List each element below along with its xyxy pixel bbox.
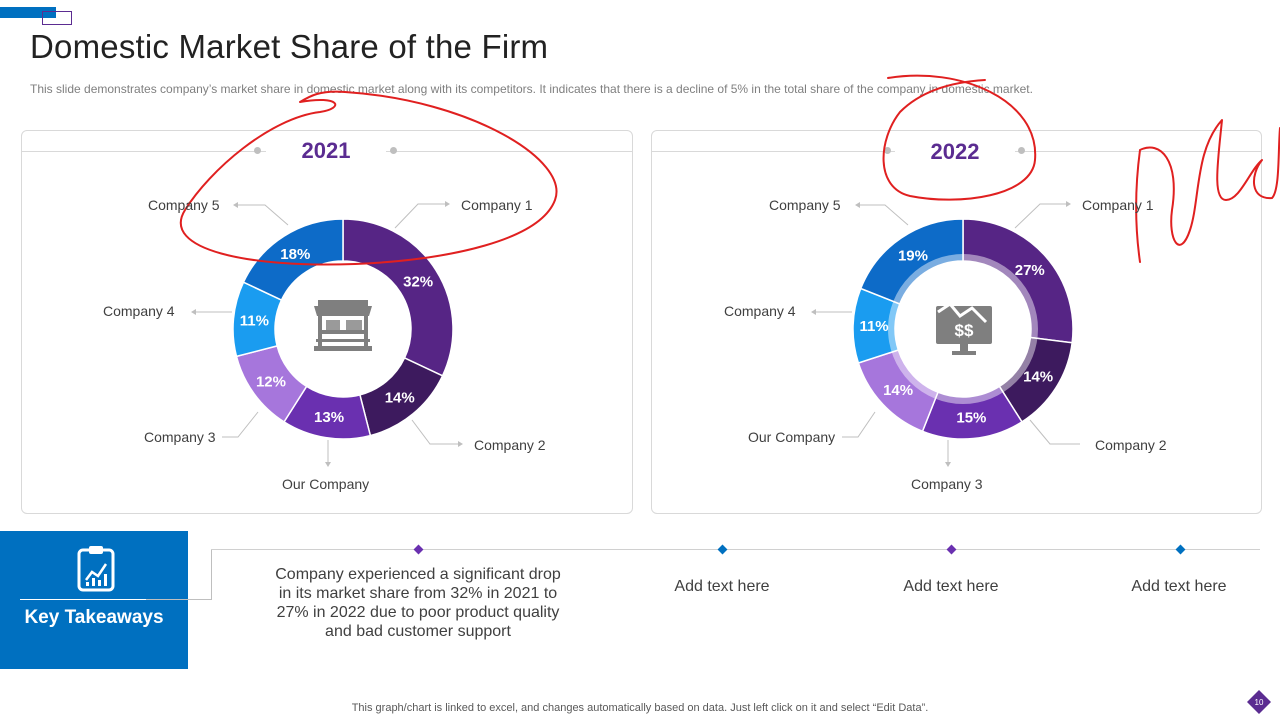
data-label: 11% bbox=[859, 318, 888, 335]
money-decline-monitor-icon: $$ bbox=[936, 302, 992, 355]
timeline-connector bbox=[211, 549, 212, 600]
chart-title-2022: 2022 bbox=[895, 139, 1015, 165]
arrowhead bbox=[811, 309, 816, 315]
leader-line bbox=[1029, 419, 1080, 445]
store-icon bbox=[314, 300, 372, 351]
data-label: 14% bbox=[883, 382, 913, 399]
donut-slice[interactable] bbox=[242, 218, 344, 302]
category-label: Company 4 bbox=[724, 303, 796, 319]
leader-line bbox=[1014, 203, 1066, 229]
donut-chart-2022: 27% 14% 15% 14% 11% 19% bbox=[852, 218, 1074, 440]
data-label: 18% bbox=[280, 246, 310, 263]
arrowhead bbox=[1066, 201, 1071, 207]
category-label: Company 1 bbox=[461, 197, 533, 213]
arrowhead bbox=[945, 462, 951, 467]
data-label: 15% bbox=[956, 410, 986, 427]
arrowhead bbox=[445, 201, 450, 207]
donut-slice[interactable] bbox=[962, 218, 1074, 344]
year-dot-left bbox=[884, 147, 891, 154]
corner-accent-box bbox=[42, 11, 72, 25]
key-takeaways-box: Key Takeaways bbox=[0, 531, 188, 669]
donut-slice[interactable] bbox=[342, 218, 454, 377]
svg-text:$$: $$ bbox=[955, 321, 974, 340]
data-label: 14% bbox=[385, 390, 415, 407]
arrowhead bbox=[233, 202, 238, 208]
timeline-connector bbox=[146, 599, 212, 600]
leader-line bbox=[842, 411, 876, 438]
footer-note: This graph/chart is linked to excel, and… bbox=[351, 702, 929, 714]
inner-ring bbox=[888, 254, 1038, 404]
leader-line bbox=[222, 411, 259, 438]
category-label: Our Company bbox=[748, 429, 836, 445]
leader-line bbox=[394, 203, 445, 229]
data-label: 14% bbox=[1023, 369, 1053, 386]
year-dot-right bbox=[390, 147, 397, 154]
page-title: Domestic Market Share of the Firm bbox=[30, 28, 549, 65]
year-dot-left bbox=[254, 147, 261, 154]
data-label: 12% bbox=[256, 373, 286, 390]
key-takeaways-heading: Key Takeaways bbox=[24, 607, 164, 628]
category-label: Company 3 bbox=[144, 429, 216, 445]
arrowhead bbox=[325, 462, 331, 467]
handwritten-annotation bbox=[179, 74, 1280, 266]
category-label: Company 5 bbox=[148, 197, 220, 213]
category-label: Our Company bbox=[282, 476, 370, 492]
takeaway-text: Company experienced a significant drop i… bbox=[275, 566, 561, 640]
key-takeaways-divider bbox=[20, 599, 146, 600]
arrowhead bbox=[191, 309, 196, 315]
takeaway-text: Add text here bbox=[674, 578, 770, 595]
category-label: Company 5 bbox=[769, 197, 841, 213]
corner-accent-bar bbox=[0, 7, 56, 18]
page-number-badge: 10 bbox=[1247, 690, 1271, 714]
leader-line bbox=[860, 204, 909, 226]
leader-line bbox=[238, 204, 289, 226]
callout-leaders bbox=[196, 203, 1080, 462]
data-label: 32% bbox=[403, 273, 433, 290]
year-dot-right bbox=[1018, 147, 1025, 154]
clipboard-chart-icon bbox=[77, 546, 115, 592]
takeaway-text: Add text here bbox=[903, 578, 999, 595]
leader-line bbox=[411, 419, 458, 445]
donut-slice[interactable] bbox=[859, 218, 964, 305]
page-subtitle: This slide demonstrates company’s market… bbox=[30, 82, 1033, 96]
timeline-line bbox=[211, 549, 1260, 550]
page-number: 10 bbox=[1255, 698, 1264, 707]
takeaway-text: Add text here bbox=[1131, 578, 1227, 595]
data-label: 19% bbox=[898, 247, 928, 264]
category-label: Company 1 bbox=[1082, 197, 1154, 213]
data-label: 11% bbox=[240, 313, 269, 330]
donut-chart-2021: 32% 14% 13% 12% 11% 18% bbox=[232, 218, 454, 440]
category-label: Company 4 bbox=[103, 303, 175, 319]
arrowheads bbox=[191, 201, 1071, 467]
category-label: Company 2 bbox=[1095, 437, 1167, 453]
data-label: 13% bbox=[314, 409, 344, 426]
data-label: 27% bbox=[1015, 262, 1045, 279]
arrowhead bbox=[458, 441, 463, 447]
category-label: Company 3 bbox=[911, 476, 983, 492]
arrowhead bbox=[855, 202, 860, 208]
category-label: Company 2 bbox=[474, 437, 546, 453]
chart-title-2021: 2021 bbox=[266, 138, 386, 164]
